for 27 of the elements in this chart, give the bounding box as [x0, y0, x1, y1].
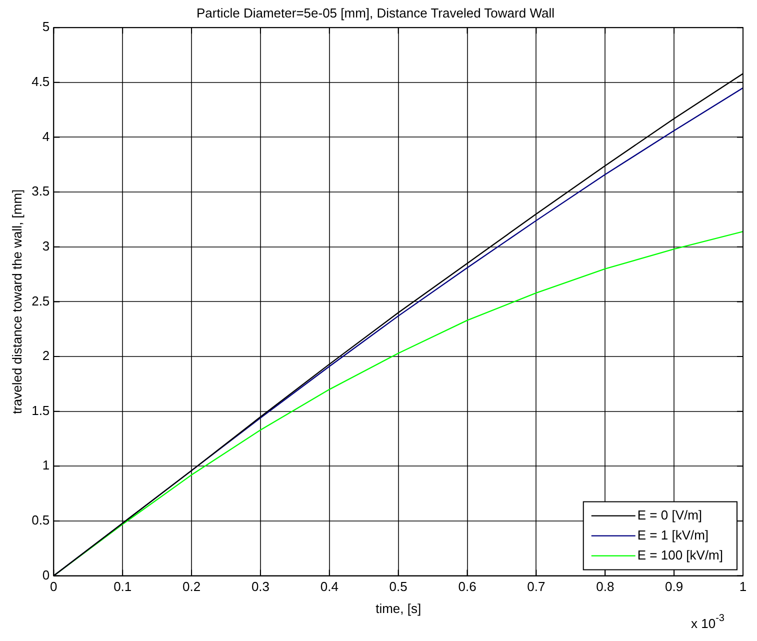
y-tick-label: 1 [42, 458, 50, 473]
x-axis-title: time, [s] [376, 600, 422, 616]
y-tick-label: 2 [42, 348, 50, 364]
y-tick-label: 0 [42, 567, 50, 582]
y-tick-label: 4.5 [32, 74, 50, 89]
y-tick-label: 2.5 [32, 293, 50, 308]
x-tick-label: 0.1 [114, 579, 132, 594]
y-tick-label: 0.5 [32, 512, 50, 528]
y-axis-title: traveled distance toward the wall, [mm] [9, 189, 24, 414]
y-tick-label: 3.5 [32, 184, 50, 199]
x-tick-label: 0.9 [665, 579, 684, 594]
legend-label: E = 0 [V/m] [637, 507, 702, 522]
x-tick-label: 0.7 [527, 579, 546, 594]
y-tick-label: 4 [42, 128, 50, 144]
chart-title: Particle Diameter=5e-05 [mm], Distance Traveled Toward Wall [196, 5, 555, 20]
y-tick-label: 1.5 [32, 402, 50, 418]
x-tick-label: 0.4 [320, 579, 338, 594]
y-tick-label: 3 [42, 238, 50, 254]
legend-label: E = 100 [kV/m] [637, 547, 723, 562]
legend-label: E = 1 [kV/m] [637, 527, 709, 542]
x-tick-label: 0.2 [182, 579, 201, 594]
x-tick-label: 0.8 [596, 579, 614, 594]
x-tick-label: 1 [739, 579, 747, 594]
x-tick-label: 0.3 [251, 579, 270, 594]
x-tick-label: 0.6 [458, 579, 476, 594]
y-tick-label: 5 [42, 19, 50, 34]
x-tick-label: 0.5 [389, 579, 408, 594]
